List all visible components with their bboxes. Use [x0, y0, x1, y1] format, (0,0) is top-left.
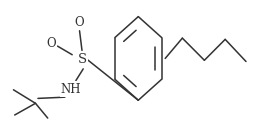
Text: O: O: [75, 16, 84, 29]
Text: S: S: [77, 53, 87, 66]
Text: O: O: [47, 37, 56, 50]
Text: NH: NH: [61, 83, 81, 96]
